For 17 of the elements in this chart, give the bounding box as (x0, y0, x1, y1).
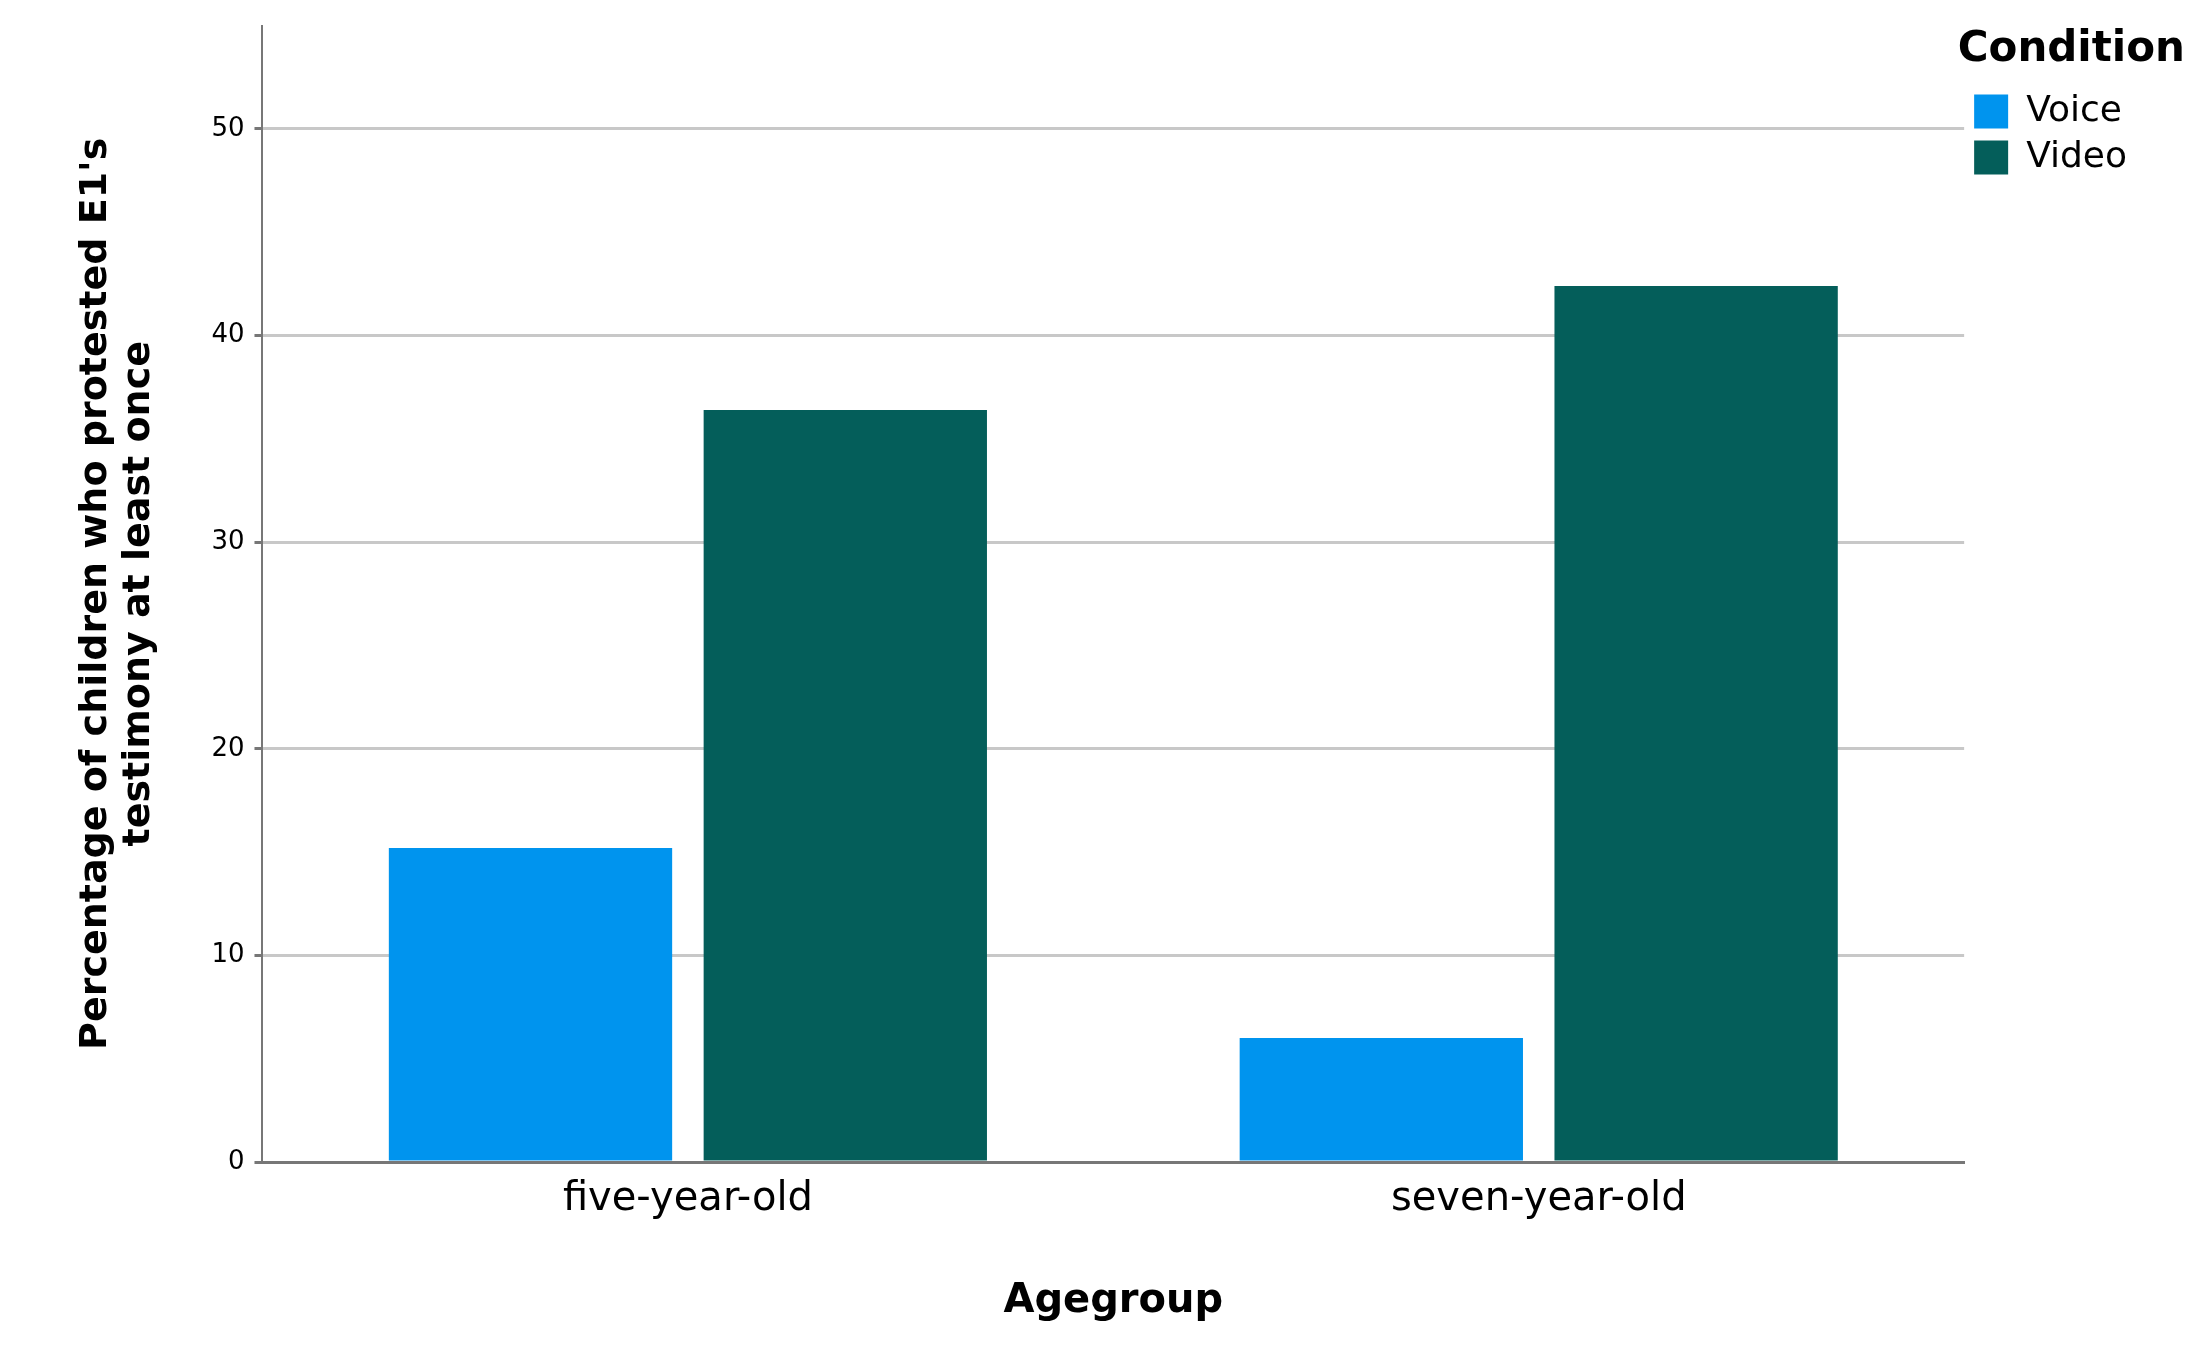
bar (1554, 285, 1838, 1161)
legend-title: Condition (1957, 21, 2185, 71)
x-tick-label: seven-year-old (1390, 1173, 1687, 1220)
y-tick-label: 0 (227, 1144, 245, 1175)
legend-label: Video (2026, 133, 2128, 175)
y-axis-title: Percentage of children who protested E1's testimony at least once (70, 137, 159, 1050)
y-tick-label: 40 (211, 318, 245, 349)
bar (703, 409, 987, 1161)
y-tick-label: 50 (211, 111, 245, 142)
y-tick-label: 10 (211, 938, 245, 969)
bar (1239, 1038, 1523, 1161)
x-tick-label: five-year-old (562, 1173, 813, 1220)
y-tick-label: 30 (211, 524, 245, 555)
y-tick-label: 20 (211, 731, 245, 762)
legend-label: Voice (2026, 87, 2122, 129)
x-axis-title: Agegroup (1003, 1275, 1224, 1322)
bar (388, 847, 673, 1161)
